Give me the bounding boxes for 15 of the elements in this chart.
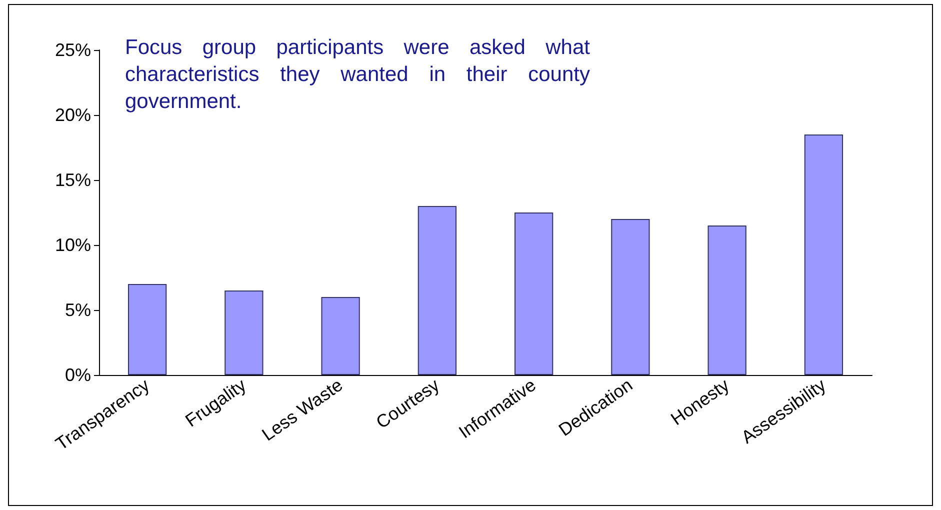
- y-tick-label: 15%: [54, 170, 91, 190]
- bar: [224, 290, 264, 375]
- y-tick-label: 10%: [54, 235, 91, 255]
- bar: [611, 219, 650, 375]
- bar: [321, 297, 360, 375]
- bar: [514, 212, 554, 375]
- y-tick-label: 5%: [64, 300, 91, 320]
- bar: [804, 134, 844, 375]
- bar: [128, 284, 167, 375]
- annotation: Focus group participants were asked what characteristics they wanted in their county government.: [125, 35, 590, 115]
- y-tick-label: 0%: [64, 365, 91, 385]
- y-tick-label: 20%: [54, 105, 91, 125]
- y-tick-label: 25%: [54, 40, 91, 60]
- bar: [418, 206, 457, 375]
- bar: [708, 226, 746, 375]
